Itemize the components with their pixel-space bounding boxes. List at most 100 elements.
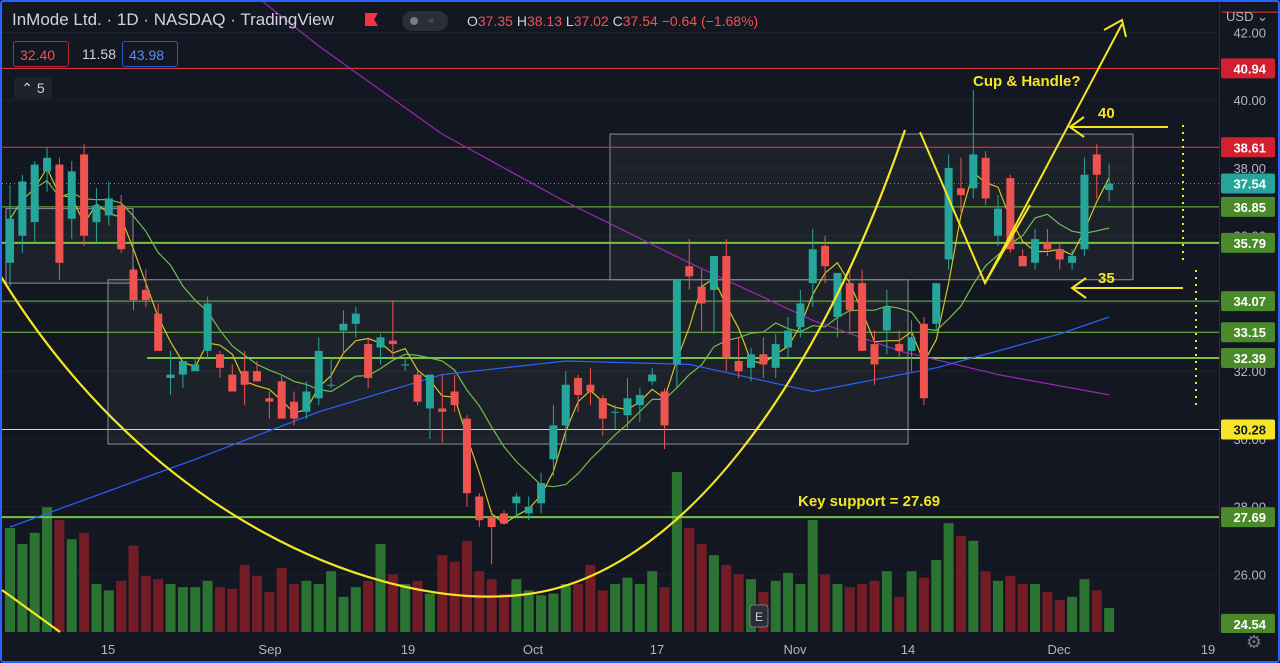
candle-body bbox=[376, 337, 385, 348]
volume-bar bbox=[1054, 600, 1065, 632]
volume-bar bbox=[103, 590, 114, 632]
target-40-arrowhead bbox=[1068, 116, 1085, 138]
candle-body bbox=[858, 283, 867, 351]
candle-body bbox=[18, 181, 27, 236]
volume-bar bbox=[968, 540, 979, 632]
time-axis-tick: 17 bbox=[650, 642, 664, 657]
volume-bar bbox=[523, 590, 534, 632]
target-40-label: 40 bbox=[1098, 105, 1115, 122]
volume-bar bbox=[634, 584, 645, 632]
volume-bar bbox=[708, 555, 719, 632]
time-axis-tick: Oct bbox=[523, 642, 544, 657]
volume-bar bbox=[894, 596, 905, 632]
candle-body bbox=[203, 303, 212, 351]
price-label-box bbox=[1221, 196, 1275, 217]
currency-selector[interactable]: USD ⌄ bbox=[1226, 9, 1268, 25]
gear-icon[interactable]: ⚙ bbox=[1245, 632, 1262, 652]
candle-body bbox=[759, 354, 768, 365]
volume-bar bbox=[943, 523, 954, 632]
collapse-indicators-button[interactable]: ⌃ 5 bbox=[14, 77, 52, 99]
candle-body bbox=[685, 266, 694, 277]
volume-bar bbox=[424, 593, 435, 632]
candle-body bbox=[734, 361, 743, 372]
price-label-box bbox=[1221, 419, 1275, 440]
indicator-value-3[interactable]: 43.98 bbox=[122, 41, 178, 67]
price-axis-tick: 26.00 bbox=[1233, 567, 1266, 582]
candle-body bbox=[302, 391, 311, 412]
candle-body bbox=[450, 391, 459, 406]
volume-bar bbox=[622, 577, 633, 632]
candle-body bbox=[537, 482, 546, 504]
volume-bar bbox=[993, 580, 1003, 632]
price-label: 32.39 bbox=[1233, 351, 1266, 366]
candle-body bbox=[808, 249, 817, 284]
price-label: 34.07 bbox=[1233, 294, 1266, 309]
volume-bar bbox=[906, 571, 917, 632]
candle-body bbox=[141, 289, 150, 301]
price-axis-tick: 38.00 bbox=[1233, 161, 1266, 176]
time-axis bbox=[2, 633, 1278, 661]
volume-bar bbox=[1030, 584, 1041, 632]
indicator-toggle[interactable]: ≈ bbox=[402, 11, 448, 31]
volume-bar bbox=[5, 528, 15, 632]
candle-body bbox=[117, 205, 126, 250]
price-label-box bbox=[1221, 232, 1275, 253]
candle-body bbox=[104, 198, 113, 216]
indicator-count: 5 bbox=[36, 80, 45, 96]
volume-bar bbox=[1067, 596, 1078, 632]
volume-bar bbox=[684, 528, 695, 632]
candle-body bbox=[981, 157, 990, 199]
price-label: 30.28 bbox=[1233, 422, 1266, 437]
volume-bar bbox=[585, 564, 596, 632]
volume-bar bbox=[597, 590, 608, 632]
chart-title: InMode Ltd. · 1D · NASDAQ · TradingView bbox=[12, 10, 334, 29]
price-label: 36.85 bbox=[1233, 200, 1266, 215]
candle-body bbox=[438, 408, 447, 412]
volume-bar bbox=[1079, 579, 1090, 632]
price-label-box bbox=[1221, 613, 1275, 634]
volume-bar bbox=[227, 588, 238, 632]
volume-bar bbox=[165, 584, 176, 632]
candle-body bbox=[895, 344, 904, 351]
candle-body bbox=[228, 374, 237, 392]
candle-body bbox=[327, 384, 336, 386]
volume-bar bbox=[548, 593, 559, 632]
time-axis-tick: Nov bbox=[783, 642, 807, 657]
cup-curve-tail bbox=[1, 589, 61, 633]
volume-bar bbox=[783, 572, 794, 632]
candle-body bbox=[561, 384, 570, 426]
indicator-value-2[interactable]: 11.58 bbox=[82, 46, 116, 62]
chevron-up-icon: ⌃ bbox=[21, 80, 34, 96]
indicator-value-1[interactable]: 32.40 bbox=[13, 41, 69, 67]
volume-bar bbox=[153, 579, 164, 632]
candle-body bbox=[660, 391, 669, 426]
time-axis-tick: 19 bbox=[401, 642, 415, 657]
time-axis-tick: 19 bbox=[1201, 642, 1215, 657]
price-label: 24.54 bbox=[1233, 617, 1266, 632]
candle-body bbox=[265, 398, 274, 402]
price-axis-tick: 42.00 bbox=[1233, 25, 1266, 40]
price-label-box bbox=[1221, 347, 1275, 368]
candle-body bbox=[722, 256, 731, 358]
candle-body bbox=[500, 513, 508, 524]
price-label: 35.79 bbox=[1233, 236, 1266, 251]
volume-bar bbox=[1104, 608, 1115, 632]
candle-body bbox=[43, 157, 52, 172]
price-label-box bbox=[1221, 58, 1275, 79]
candle-body bbox=[611, 411, 620, 413]
candle-body bbox=[882, 306, 891, 331]
volume-bar bbox=[412, 580, 423, 632]
ohlc-open: 37.35 bbox=[477, 13, 513, 29]
volume-bar bbox=[869, 580, 880, 632]
time-axis-tick: 14 bbox=[901, 642, 915, 657]
candle-body bbox=[512, 496, 521, 504]
price-label-box bbox=[1221, 137, 1275, 158]
candle-body bbox=[870, 344, 879, 365]
price-axis-divider bbox=[1219, 2, 1220, 632]
red-flag-icon[interactable] bbox=[365, 13, 378, 26]
volume-bar bbox=[66, 539, 77, 632]
candle-body bbox=[314, 350, 323, 399]
earnings-badge-label: E bbox=[755, 610, 763, 624]
candle-body bbox=[425, 374, 434, 409]
